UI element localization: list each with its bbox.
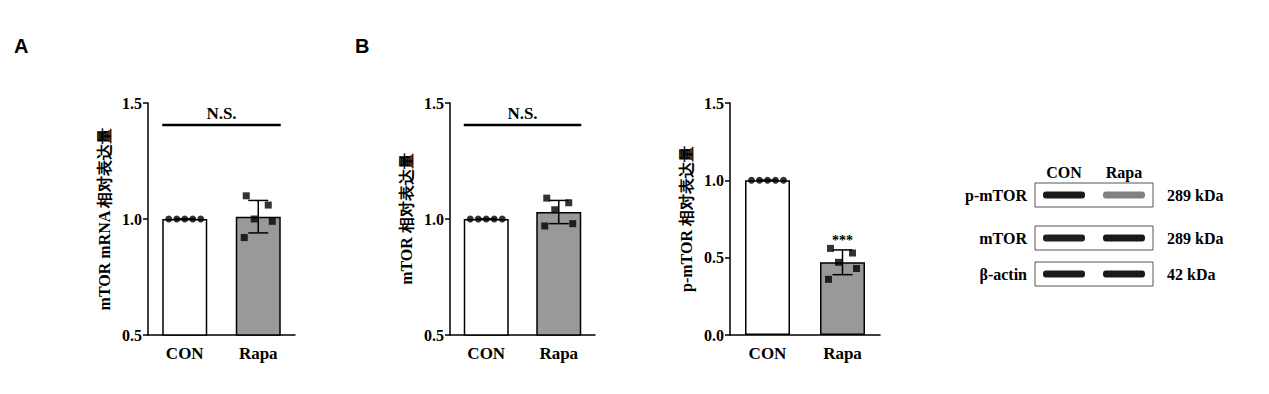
svg-text:CON: CON bbox=[166, 344, 205, 363]
svg-text:N.S.: N.S. bbox=[206, 104, 236, 123]
svg-text:***: *** bbox=[832, 233, 853, 248]
svg-text:289 kDa: 289 kDa bbox=[1167, 230, 1223, 247]
svg-text:CON: CON bbox=[1046, 164, 1082, 181]
svg-text:mTOR mRNA 相对表达量: mTOR mRNA 相对表达量 bbox=[96, 128, 113, 311]
svg-text:Rapa: Rapa bbox=[823, 344, 862, 363]
svg-text:42 kDa: 42 kDa bbox=[1167, 266, 1215, 283]
svg-text:Rapa: Rapa bbox=[539, 344, 578, 363]
svg-text:Rapa: Rapa bbox=[1106, 164, 1142, 182]
svg-text:1.5: 1.5 bbox=[424, 95, 444, 112]
svg-text:1.0: 1.0 bbox=[424, 211, 444, 228]
svg-text:289 kDa: 289 kDa bbox=[1167, 187, 1223, 204]
svg-text:N.S.: N.S. bbox=[507, 104, 537, 123]
svg-text:A: A bbox=[14, 35, 28, 57]
svg-text:1.0: 1.0 bbox=[122, 211, 142, 228]
svg-text:p-mTOR 相对表达量: p-mTOR 相对表达量 bbox=[678, 146, 696, 292]
svg-text:Rapa: Rapa bbox=[239, 344, 278, 363]
svg-text:0.0: 0.0 bbox=[704, 327, 724, 344]
svg-text:1.5: 1.5 bbox=[704, 95, 724, 112]
svg-text:mTOR: mTOR bbox=[979, 230, 1027, 247]
svg-text:mTOR 相对表达量: mTOR 相对表达量 bbox=[398, 153, 415, 285]
svg-text:0.5: 0.5 bbox=[122, 327, 142, 344]
svg-text:β-actin: β-actin bbox=[979, 266, 1027, 284]
svg-text:p-mTOR: p-mTOR bbox=[965, 187, 1027, 205]
svg-text:B: B bbox=[355, 35, 369, 57]
svg-text:0.5: 0.5 bbox=[704, 249, 724, 266]
svg-text:0.5: 0.5 bbox=[424, 327, 444, 344]
svg-text:CON: CON bbox=[467, 344, 506, 363]
svg-text:1.0: 1.0 bbox=[704, 172, 724, 189]
svg-text:CON: CON bbox=[749, 344, 788, 363]
svg-text:1.5: 1.5 bbox=[122, 95, 142, 112]
